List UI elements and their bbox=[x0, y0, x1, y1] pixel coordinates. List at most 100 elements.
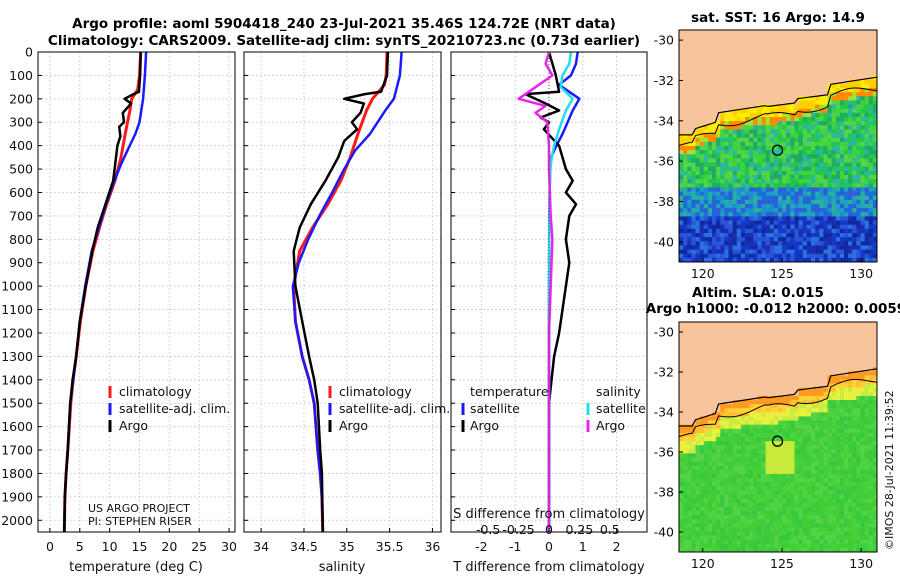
map-cell bbox=[745, 322, 750, 327]
map-cell bbox=[773, 233, 779, 238]
map-cell bbox=[844, 125, 849, 130]
map-cell bbox=[831, 133, 837, 139]
map-cell bbox=[782, 79, 787, 85]
map-cell bbox=[745, 166, 750, 172]
map-cell bbox=[712, 350, 717, 356]
map-cell bbox=[848, 363, 853, 368]
map-cell bbox=[852, 199, 857, 205]
map-cell bbox=[802, 408, 808, 413]
map-cell bbox=[683, 437, 688, 442]
difference-panel: -2 -1 0 1 2-0.5 -0.25 0 0.25 0.5 bbox=[450, 51, 648, 554]
map-cell bbox=[683, 170, 688, 176]
map-cell bbox=[740, 233, 746, 238]
map-cell bbox=[728, 224, 734, 230]
map-cell bbox=[790, 478, 795, 483]
map-cell bbox=[802, 420, 808, 426]
map-cell bbox=[835, 445, 841, 450]
map-cell bbox=[703, 54, 709, 60]
map-cell bbox=[757, 224, 762, 230]
map-cell bbox=[720, 112, 725, 118]
map-cell bbox=[749, 104, 754, 110]
map-cell bbox=[835, 137, 841, 143]
map-cell bbox=[736, 224, 742, 230]
map-cell bbox=[868, 358, 874, 364]
map-cell bbox=[687, 354, 692, 360]
map-cell bbox=[798, 395, 804, 401]
map-cell bbox=[687, 249, 692, 255]
map-cell bbox=[811, 441, 816, 446]
map-cell bbox=[761, 30, 767, 35]
map-cell bbox=[769, 371, 775, 376]
map-cell bbox=[687, 395, 692, 401]
map-cell bbox=[736, 162, 742, 168]
map-cell bbox=[815, 154, 820, 159]
map-cell bbox=[811, 195, 816, 201]
map-cell bbox=[852, 179, 857, 184]
map-cell bbox=[761, 478, 767, 483]
map-cell bbox=[679, 150, 684, 155]
map-cell bbox=[720, 96, 725, 101]
map-cell bbox=[852, 146, 857, 151]
map-cell bbox=[761, 162, 767, 168]
map-cell bbox=[798, 228, 804, 234]
map-cell bbox=[852, 191, 857, 197]
map-cell bbox=[819, 416, 824, 421]
map-cell bbox=[724, 358, 729, 364]
map-cell bbox=[736, 432, 742, 438]
map-cell bbox=[728, 334, 734, 339]
map-cell bbox=[852, 334, 857, 339]
map-cell bbox=[790, 253, 795, 259]
map-cell bbox=[736, 358, 742, 364]
map-cell bbox=[769, 199, 775, 205]
map-cell bbox=[687, 54, 692, 60]
map-cell bbox=[732, 358, 738, 364]
map-cell bbox=[802, 79, 808, 85]
map-cell bbox=[753, 175, 758, 180]
map-cell bbox=[790, 42, 795, 47]
map-cell bbox=[778, 358, 783, 364]
map-cell bbox=[687, 108, 692, 114]
map-cell bbox=[703, 482, 709, 487]
map-cell bbox=[728, 428, 734, 434]
map-cell bbox=[740, 473, 746, 479]
map-cell bbox=[790, 195, 795, 201]
map-cell bbox=[691, 432, 696, 438]
map-cell bbox=[749, 38, 754, 43]
map-cell bbox=[732, 187, 738, 192]
map-cell bbox=[707, 445, 713, 450]
map-cell bbox=[740, 75, 746, 81]
map-cell bbox=[778, 133, 783, 139]
map-cell bbox=[732, 108, 738, 114]
map-cell bbox=[703, 379, 709, 385]
map-cell bbox=[856, 461, 861, 467]
map-cell bbox=[691, 469, 696, 475]
map-cell bbox=[856, 212, 861, 217]
map-cell bbox=[868, 257, 874, 262]
map-cell bbox=[856, 249, 861, 255]
map-cell bbox=[761, 432, 767, 438]
map-cell bbox=[811, 432, 816, 438]
map-cell bbox=[699, 54, 705, 60]
map-cell bbox=[868, 83, 874, 89]
map-cell bbox=[811, 154, 816, 159]
x-tick-label: 35 bbox=[339, 539, 355, 554]
map-cell bbox=[827, 54, 833, 60]
map-cell bbox=[848, 330, 853, 335]
map-cell bbox=[740, 420, 746, 426]
map-cell bbox=[724, 445, 729, 450]
map-cell bbox=[703, 412, 709, 417]
map-cell bbox=[707, 350, 713, 356]
map-cell bbox=[732, 50, 738, 56]
map-cell bbox=[745, 453, 750, 458]
map-cell bbox=[728, 92, 734, 97]
map-cell bbox=[765, 162, 771, 168]
map-cell bbox=[844, 166, 849, 172]
map-cell bbox=[728, 125, 734, 130]
map-cell bbox=[687, 494, 692, 500]
map-cell bbox=[691, 391, 696, 397]
map-cell bbox=[699, 457, 705, 463]
map-cell bbox=[745, 424, 750, 430]
map-cell bbox=[856, 216, 861, 221]
map-cell bbox=[835, 338, 841, 343]
map-cell bbox=[699, 112, 705, 118]
